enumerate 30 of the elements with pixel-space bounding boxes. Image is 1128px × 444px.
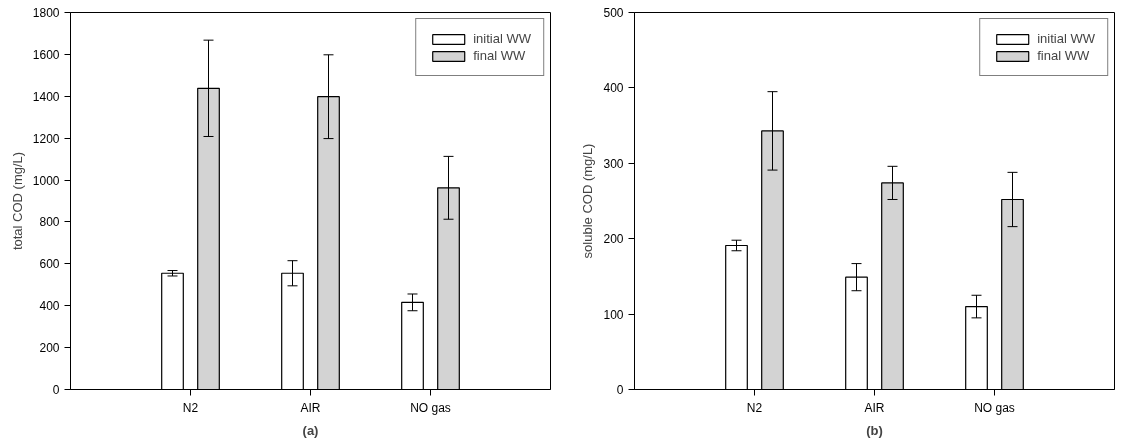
y-tick-label: 0: [616, 383, 624, 397]
x-tick-label: N2: [746, 400, 763, 415]
y-tick-label: 0: [52, 383, 60, 397]
legend-label: final WW: [473, 48, 526, 63]
y-tick-label: 1400: [32, 89, 60, 104]
x-tick-label: N2: [182, 400, 199, 415]
x-tick-label: AIR: [300, 400, 321, 415]
y-tick-label: 1800: [32, 6, 60, 20]
legend-label: initial WW: [473, 31, 531, 46]
y-tick-label: 1600: [32, 47, 60, 62]
y-tick-label: 600: [39, 257, 60, 272]
y-tick-label: 200: [39, 341, 60, 356]
legend-label: initial WW: [1037, 31, 1095, 46]
y-tick-label: 800: [39, 215, 60, 230]
y-tick-label: 400: [603, 81, 624, 96]
y-tick-label: 100: [603, 307, 624, 322]
legend-label: final WW: [1037, 48, 1090, 63]
y-axis-title: total COD (mg/L): [9, 151, 25, 251]
x-tick-label: NO gas: [974, 400, 1015, 415]
y-tick-label: 500: [603, 6, 624, 20]
y-tick-label: 1200: [32, 131, 60, 146]
y-tick-label: 300: [603, 156, 624, 171]
x-tick-label: NO gas: [410, 400, 451, 415]
y-tick-label: 400: [39, 299, 60, 314]
y-axis-title: soluble COD (mg/L): [580, 143, 596, 259]
x-axis-title: (b): [866, 422, 883, 438]
x-tick-label: AIR: [864, 400, 885, 415]
y-tick-label: 200: [603, 232, 624, 247]
x-axis-title: (a): [302, 422, 319, 438]
y-tick-label: 1000: [32, 173, 60, 188]
